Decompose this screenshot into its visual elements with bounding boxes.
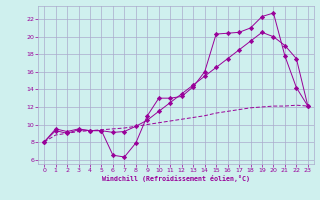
X-axis label: Windchill (Refroidissement éolien,°C): Windchill (Refroidissement éolien,°C) (102, 175, 250, 182)
